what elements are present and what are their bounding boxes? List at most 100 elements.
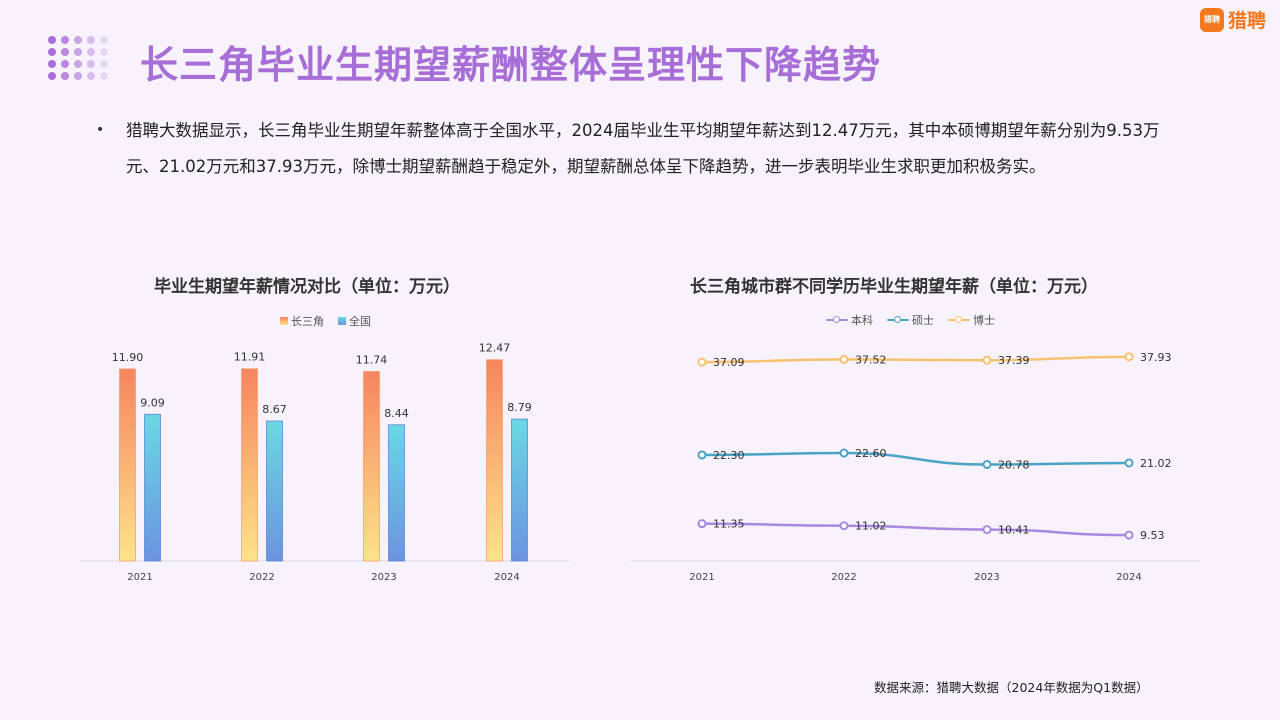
bar-chart-legend: 长三角 全国 [280, 313, 371, 329]
legend-item-national: 全国 [338, 313, 371, 329]
decorative-dot [61, 60, 69, 68]
bar-national [388, 424, 405, 562]
line-data-label: 37.09 [713, 356, 745, 369]
point-boshi [697, 357, 707, 367]
line-data-label: 20.78 [998, 458, 1030, 471]
line-data-label: 22.30 [713, 449, 745, 462]
line-data-label: 37.39 [998, 354, 1030, 367]
decorative-dot-grid [48, 36, 114, 80]
legend-item-shuoshi: 硕士 [887, 312, 934, 328]
decorative-dot [48, 36, 56, 44]
line-data-label: 11.02 [855, 520, 887, 533]
bar-data-label: 11.90 [112, 351, 144, 364]
decorative-dot [87, 60, 95, 68]
bar-national [511, 418, 528, 562]
point-boshi [1124, 352, 1134, 362]
x-tick-label: 2021 [689, 572, 714, 583]
bar-data-label: 9.09 [140, 396, 165, 409]
line-chart-legend: 本科 硕士 博士 [826, 312, 995, 328]
bar-data-label: 11.91 [234, 351, 266, 364]
bar-yrd [241, 368, 258, 562]
x-tick-label: 2024 [494, 572, 519, 583]
legend-label-national: 全国 [349, 315, 371, 328]
bar-data-label: 11.74 [356, 353, 388, 366]
legend-item-benke: 本科 [826, 312, 873, 328]
data-source-note: 数据来源：猎聘大数据（2024年数据为Q1数据） [874, 680, 1149, 695]
bar-data-label: 8.67 [262, 403, 287, 416]
decorative-dot [100, 72, 108, 80]
line-data-label: 10.41 [998, 524, 1030, 537]
decorative-dot [74, 72, 82, 80]
line-data-label: 11.35 [713, 518, 745, 531]
legend-item-yrd: 长三角 [280, 313, 324, 329]
x-tick-label: 2023 [371, 572, 396, 583]
legend-label-yrd: 长三角 [291, 315, 324, 328]
bar-data-label: 8.79 [507, 401, 532, 414]
x-tick-label: 2022 [831, 572, 856, 583]
x-tick-label: 2024 [1116, 572, 1141, 583]
x-tick-label: 2022 [249, 572, 274, 583]
decorative-dot [74, 48, 82, 56]
legend-label-boshi: 博士 [973, 314, 995, 327]
decorative-dot [74, 36, 82, 44]
line-data-label: 37.52 [855, 353, 887, 366]
liepin-logo-icon: 猎聘 [1199, 7, 1224, 32]
point-shuoshi [839, 448, 849, 458]
decorative-dot [74, 60, 82, 68]
bar-yrd [363, 371, 380, 562]
legend-line-boshi [948, 316, 970, 324]
bar-data-label: 12.47 [479, 342, 511, 355]
point-benke [839, 521, 849, 531]
decorative-dot [61, 72, 69, 80]
legend-label-shuoshi: 硕士 [912, 314, 934, 327]
decorative-dot [48, 48, 56, 56]
bar-yrd [119, 368, 136, 562]
bar-national [144, 413, 161, 562]
liepin-logo-text: 猎聘 [1227, 10, 1266, 32]
point-benke [1124, 530, 1134, 540]
decorative-dot [100, 60, 108, 68]
page-title: 长三角毕业生期望薪酬整体呈理性下降趋势 [140, 43, 882, 87]
series-line-benke [700, 522, 1131, 537]
line-data-label: 9.53 [1140, 529, 1165, 542]
decorative-dot [100, 36, 108, 44]
bar-yrd [486, 359, 503, 562]
line-data-label: 37.93 [1140, 351, 1172, 364]
legend-swatch-national [338, 317, 346, 325]
decorative-dot [87, 36, 95, 44]
series-line-boshi [700, 355, 1131, 364]
point-boshi [982, 355, 992, 365]
point-benke [982, 525, 992, 535]
legend-item-boshi: 博士 [948, 312, 995, 328]
x-tick-label: 2023 [974, 572, 999, 583]
decorative-dot [61, 36, 69, 44]
line-data-label: 21.02 [1140, 457, 1172, 470]
decorative-dot [48, 72, 56, 80]
bullet-icon: • [96, 122, 105, 138]
line-chart-title: 长三角城市群不同学历毕业生期望年薪（单位：万元） [690, 277, 1098, 297]
decorative-dot [100, 48, 108, 56]
point-benke [697, 519, 707, 529]
legend-label-benke: 本科 [851, 314, 873, 327]
point-boshi [839, 354, 849, 364]
decorative-dot [48, 60, 56, 68]
x-tick-label: 2021 [127, 572, 152, 583]
point-shuoshi [982, 459, 992, 469]
series-line-shuoshi [700, 451, 1131, 466]
bar-data-label: 8.44 [384, 407, 409, 420]
point-shuoshi [697, 450, 707, 460]
legend-line-benke [826, 316, 848, 324]
legend-swatch-yrd [280, 317, 288, 325]
bar-national [266, 420, 283, 562]
decorative-dot [87, 48, 95, 56]
decorative-dot [61, 48, 69, 56]
decorative-dot [87, 72, 95, 80]
point-shuoshi [1124, 458, 1134, 468]
line-data-label: 22.60 [855, 447, 887, 460]
liepin-logo: 猎聘 猎聘 [1199, 6, 1266, 33]
bar-chart-title: 毕业生期望年薪情况对比（单位：万元） [154, 277, 460, 297]
summary-text: 猎聘大数据显示，长三角毕业生期望年薪整体高于全国水平，2024届毕业生平均期望年… [126, 121, 1160, 176]
legend-line-shuoshi [887, 316, 909, 324]
